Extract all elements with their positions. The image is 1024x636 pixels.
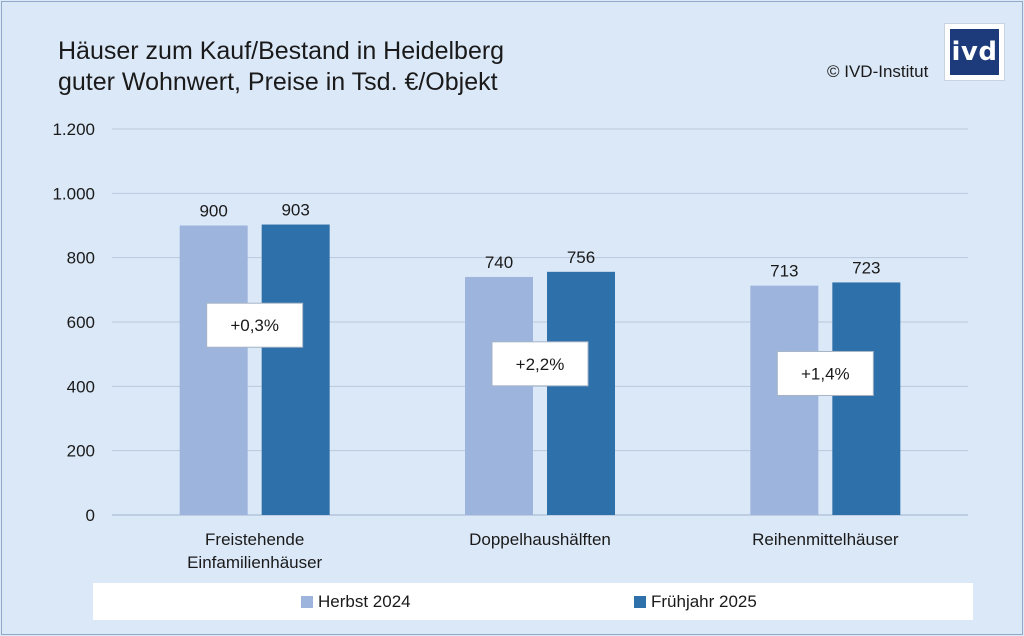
legend-label-fruehjahr-2025: Frühjahr 2025 (651, 592, 757, 611)
change-box-0 (206, 302, 304, 348)
y-tick-label-1000: 1.000 (52, 184, 95, 203)
y-tick-label-200: 200 (67, 442, 95, 461)
legend-item-fruehjahr-2025: Frühjahr 2025 (634, 592, 757, 612)
data-label-herbst-2024-1: 740 (485, 253, 513, 272)
legend-label-herbst-2024: Herbst 2024 (318, 592, 411, 611)
chart-title-line-2: guter Wohnwert, Preise in Tsd. €/Objekt (58, 68, 498, 96)
copyright-notice: © IVD-Institut (827, 62, 929, 81)
data-label-herbst-2024-2: 713 (770, 262, 798, 281)
bar-fruehjahr-2025-1 (547, 271, 615, 515)
chart-title: Häuser zum Kauf/Bestand in Heidelberg gu… (58, 36, 504, 98)
y-tick-label-800: 800 (67, 249, 95, 268)
legend-swatch-herbst-2024 (301, 596, 313, 608)
bar-herbst-2024-2 (750, 285, 819, 515)
y-tick-label-600: 600 (67, 313, 95, 332)
legend-swatch-fruehjahr-2025 (634, 596, 646, 608)
bar-herbst-2024-0 (179, 225, 248, 515)
data-label-fruehjahr-2025-1: 756 (567, 248, 595, 267)
data-label-fruehjahr-2025-2: 723 (852, 258, 880, 277)
data-label-herbst-2024-0: 900 (199, 202, 227, 221)
y-tick-label-1200: 1.200 (52, 120, 95, 139)
bar-fruehjahr-2025-2 (832, 282, 901, 515)
y-tick-label-400: 400 (67, 377, 95, 396)
change-label-1: +2,2% (516, 355, 565, 374)
legend: Herbst 2024 Frühjahr 2025 (93, 583, 973, 620)
x-category-label-2-0: Reihenmittelhäuser (752, 530, 899, 549)
x-category-label-1-0: Doppelhaushälften (469, 530, 611, 549)
chart-title-line-1: Häuser zum Kauf/Bestand in Heidelberg (58, 37, 505, 65)
ivd-logo: ivd (944, 23, 1005, 81)
bar-fruehjahr-2025-0 (261, 224, 330, 515)
y-tick-label-0: 0 (86, 506, 95, 525)
data-label-fruehjahr-2025-0: 903 (281, 201, 309, 220)
x-category-label-0-1: Einfamilienhäuser (187, 553, 322, 572)
change-label-2: +1,4% (801, 364, 850, 383)
change-label-0: +0,3% (230, 316, 279, 335)
change-box-1 (491, 341, 589, 387)
ivd-logo-text: ivd (950, 29, 999, 75)
change-box-2 (776, 350, 874, 396)
x-category-label-0-0: Freistehende (205, 530, 304, 549)
bar-herbst-2024-1 (465, 276, 533, 515)
legend-item-herbst-2024: Herbst 2024 (301, 592, 411, 612)
